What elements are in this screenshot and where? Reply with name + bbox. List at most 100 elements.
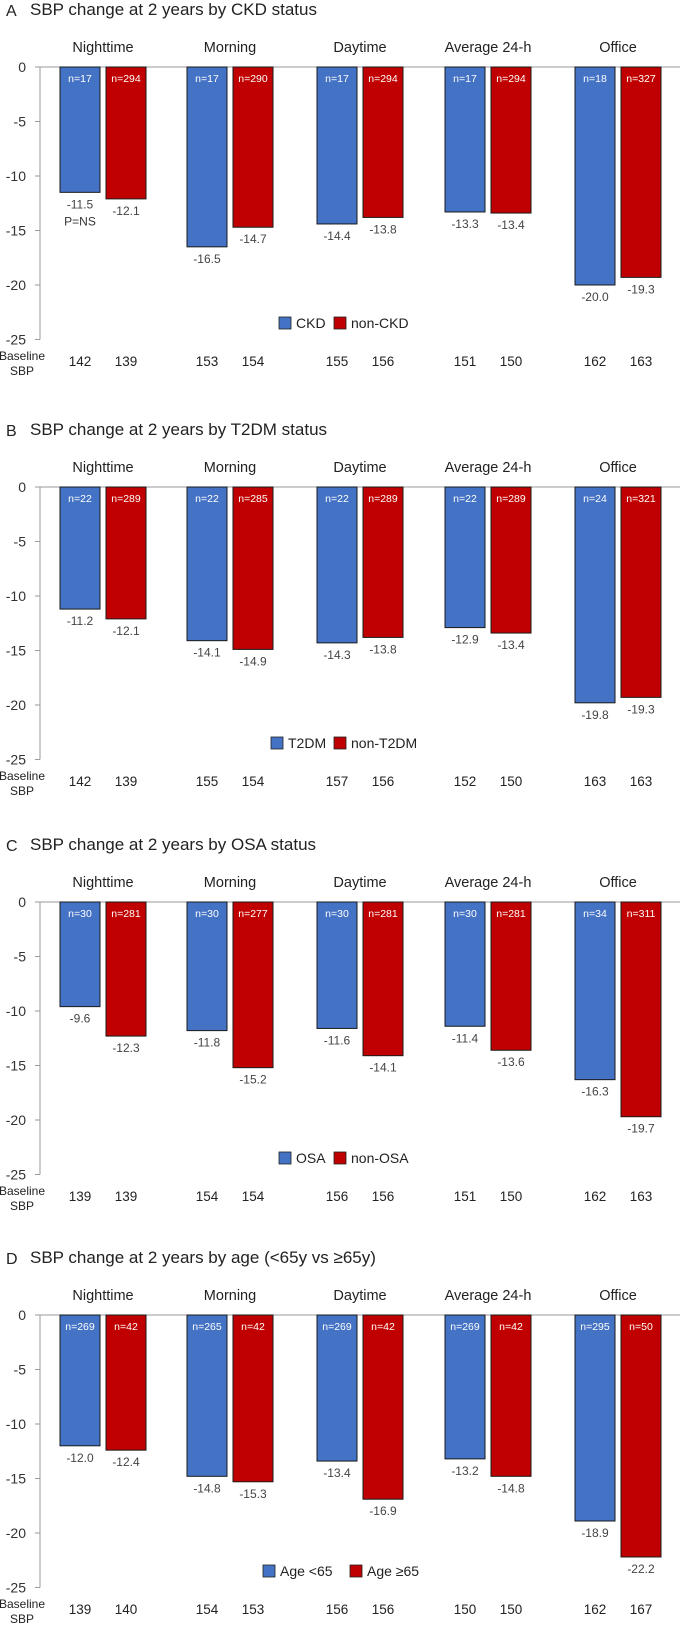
bar-non-osa-4 <box>620 901 662 1118</box>
data-label: -13.6 <box>497 1055 525 1069</box>
data-label: -14.7 <box>239 232 267 246</box>
baseline-value: 139 <box>69 1602 92 1617</box>
data-label: -20.0 <box>581 290 609 304</box>
data-label: -14.8 <box>497 1481 525 1495</box>
y-tick-label: -20 <box>6 697 26 713</box>
n-label: n=50 <box>629 1321 653 1333</box>
bar-age-65-1 <box>186 1314 228 1477</box>
n-label: n=327 <box>626 73 656 85</box>
data-label: -13.8 <box>369 222 397 236</box>
baseline-value: 154 <box>196 1602 219 1617</box>
n-label: n=18 <box>583 73 607 85</box>
chart-title: SBP change at 2 years by age (<65y vs ≥6… <box>30 1248 376 1267</box>
n-label: n=24 <box>583 493 607 505</box>
data-label: -12.9 <box>451 633 479 647</box>
n-label: n=22 <box>325 493 349 505</box>
baseline-value: 150 <box>500 1189 523 1204</box>
data-label: -16.9 <box>369 1504 397 1518</box>
y-tick-label: -20 <box>6 1112 26 1128</box>
n-label: n=294 <box>111 73 141 85</box>
category-label: Daytime <box>333 875 386 891</box>
legend-label: Age <65 <box>280 1563 333 1579</box>
category-label: Nighttime <box>72 460 133 476</box>
baseline-value: 152 <box>454 774 477 789</box>
y-tick-label: -25 <box>6 332 26 348</box>
chart-panel-C: C SBP change at 2 years by OSA status 0 -5 -… <box>0 835 680 1213</box>
category-label: Morning <box>204 460 256 476</box>
baseline-value: 151 <box>454 354 477 369</box>
baseline-label: Baseline <box>0 769 45 783</box>
category-label: Office <box>599 1288 637 1304</box>
category-label: Nighttime <box>72 875 133 891</box>
legend-swatch <box>270 736 284 750</box>
baseline-value: 156 <box>372 1189 395 1204</box>
y-tick-label: -25 <box>6 1167 26 1183</box>
data-label: -13.8 <box>369 642 397 656</box>
bar-ckd-1 <box>186 66 228 248</box>
baseline-value: 150 <box>454 1602 477 1617</box>
bar-age-65-3 <box>444 1314 486 1460</box>
n-label: n=22 <box>195 493 219 505</box>
bar-non-ckd-3 <box>490 66 532 214</box>
data-label: -16.3 <box>581 1085 609 1099</box>
data-label: -13.3 <box>451 217 479 231</box>
baseline-value: 139 <box>115 774 138 789</box>
y-tick-label: -5 <box>14 114 27 130</box>
n-label: n=30 <box>68 908 92 920</box>
baseline-value: 163 <box>630 354 653 369</box>
baseline-label: Baseline <box>0 349 45 363</box>
bar-ckd-2 <box>316 66 358 225</box>
chart-panel-B: B SBP change at 2 years by T2DM status 0 -5… <box>0 420 680 798</box>
bar-non-t2dm-3 <box>490 486 532 634</box>
legend-swatch <box>333 316 347 330</box>
data-label: -19.3 <box>627 282 655 296</box>
bar-age-65-4 <box>574 1314 616 1522</box>
category-label: Morning <box>204 1288 256 1304</box>
bar-non-osa-0 <box>105 901 147 1037</box>
bar-t2dm-1 <box>186 486 228 642</box>
y-tick-label: -5 <box>14 534 27 550</box>
baseline-value: 156 <box>372 774 395 789</box>
data-label: -12.4 <box>112 1455 140 1469</box>
baseline-value: 151 <box>454 1189 477 1204</box>
bar-ckd-4 <box>574 66 616 286</box>
bar-non-t2dm-0 <box>105 486 147 620</box>
category-label: Daytime <box>333 40 386 56</box>
n-label: n=290 <box>238 73 268 85</box>
data-label: -13.4 <box>323 1466 351 1480</box>
baseline-value: 156 <box>326 1189 349 1204</box>
baseline-value: 154 <box>242 774 265 789</box>
bar-t2dm-0 <box>59 486 101 610</box>
baseline-label-sbp: SBP <box>10 1612 34 1626</box>
bar-non-ckd-4 <box>620 66 662 278</box>
data-label: -12.1 <box>112 204 140 218</box>
n-label: n=277 <box>238 908 268 920</box>
bar-non-ckd-1 <box>232 66 274 228</box>
n-label: n=311 <box>627 908 656 920</box>
category-label: Office <box>599 460 637 476</box>
data-label: -15.2 <box>239 1073 267 1087</box>
category-label: Morning <box>204 40 256 56</box>
y-tick-label: -15 <box>6 1471 26 1487</box>
legend-label: OSA <box>296 1150 326 1166</box>
data-label: -11.8 <box>194 1036 221 1050</box>
baseline-value: 150 <box>500 1602 523 1617</box>
n-label: n=22 <box>453 493 477 505</box>
bar-t2dm-3 <box>444 486 486 629</box>
data-label: -15.3 <box>239 1487 267 1501</box>
data-label: -9.6 <box>70 1012 91 1026</box>
n-label: n=295 <box>580 1321 610 1333</box>
baseline-value: 163 <box>630 1189 653 1204</box>
n-label: n=269 <box>65 1321 95 1333</box>
data-label: -14.8 <box>193 1481 221 1495</box>
n-label: n=42 <box>499 1321 523 1333</box>
bar-t2dm-4 <box>574 486 616 704</box>
panel-letter: B <box>6 423 17 440</box>
n-label: n=281 <box>368 908 398 920</box>
baseline-value: 162 <box>584 1189 607 1204</box>
n-label: n=265 <box>192 1321 222 1333</box>
baseline-label-sbp: SBP <box>10 364 34 378</box>
bar-osa-0 <box>59 901 101 1008</box>
n-label: n=289 <box>368 493 398 505</box>
